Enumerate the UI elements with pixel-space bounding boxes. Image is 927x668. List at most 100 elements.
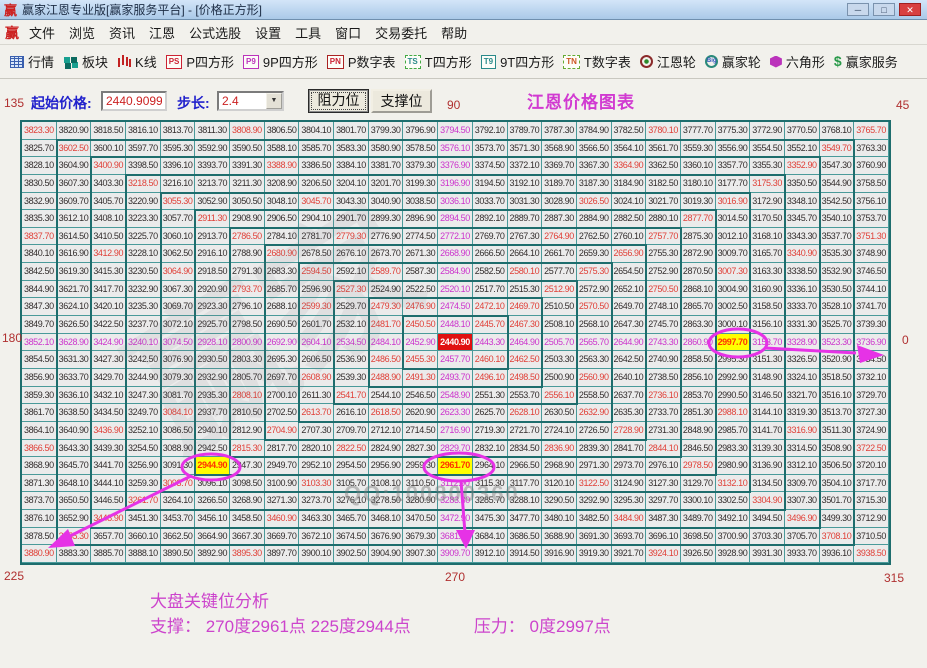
- price-cell: 3134.50: [750, 474, 785, 493]
- toolbar-item-p-square[interactable]: PS P四方形: [165, 52, 234, 71]
- p-square-icon: PS: [165, 54, 183, 69]
- resistance-button[interactable]: 阻力位: [308, 89, 369, 113]
- price-cell: 2649.70: [611, 298, 647, 317]
- toolbar-item-9t-square[interactable]: T9 9T四方形: [480, 52, 554, 71]
- price-cell: 3619.30: [56, 263, 92, 281]
- menu-item-trading[interactable]: 交易委托: [375, 25, 428, 41]
- price-cell: 3004.90: [715, 280, 751, 299]
- price-cell: 2786.50: [230, 227, 265, 246]
- start-price-input[interactable]: [101, 91, 167, 111]
- price-cell: 3307.30: [784, 492, 820, 511]
- price-cell: 2724.10: [542, 421, 577, 440]
- price-cell: 2628.10: [507, 404, 543, 422]
- price-cell: 3650.50: [56, 492, 92, 511]
- price-cell: 3660.10: [126, 527, 161, 546]
- price-cell: 3393.70: [195, 157, 231, 175]
- price-cell: 3316.90: [784, 421, 820, 440]
- price-cell: 3028.90: [542, 192, 577, 211]
- price-cell: 2860.90: [680, 333, 716, 352]
- close-button[interactable]: ✕: [899, 3, 921, 16]
- price-cell: 3276.10: [334, 492, 369, 511]
- toolbar-item-t-number-table[interactable]: TN T数字表: [563, 52, 631, 71]
- price-cell: 3434.50: [91, 404, 127, 422]
- minimize-button[interactable]: ─: [847, 3, 869, 16]
- menu-items: 文件 浏览 资讯 江恩 公式选股 设置 工具 窗口 交易委托 帮助: [27, 23, 479, 43]
- price-cell: 3511.30: [819, 421, 855, 440]
- price-cell: 3902.50: [334, 545, 369, 563]
- highlighted-price-cell: 2961.70: [438, 457, 473, 475]
- price-cell: 2755.30: [646, 245, 681, 264]
- price-cell: 3261.70: [126, 492, 161, 511]
- step-combobox[interactable]: 2.4 ▼: [217, 91, 284, 111]
- price-cell: 3184.90: [611, 174, 647, 193]
- toolbar-item-p-number-table[interactable]: PN P数字表: [326, 52, 396, 71]
- menu-item-file[interactable]: 文件: [29, 25, 56, 41]
- price-cell: 3055.30: [160, 192, 196, 211]
- price-cell: 3177.70: [715, 174, 751, 193]
- price-cell: 3571.30: [507, 139, 543, 158]
- price-cell: 3408.10: [91, 210, 127, 228]
- price-cell: 3616.90: [56, 245, 92, 264]
- toolbar-item-quotes[interactable]: 行情: [10, 52, 54, 71]
- price-cell: 2659.30: [576, 245, 612, 264]
- price-cell: 3124.90: [611, 474, 647, 493]
- menu-item-tools[interactable]: 工具: [295, 25, 322, 41]
- toolbar-item-t-square[interactable]: TS T四方形: [404, 52, 472, 71]
- price-cell: 2925.70: [195, 316, 231, 334]
- toolbar-item-sectors[interactable]: 板块: [63, 52, 108, 71]
- toolbar-item-winner-wheel[interactable]: Big 赢家轮: [704, 52, 761, 71]
- chevron-down-icon[interactable]: ▼: [266, 93, 282, 109]
- menu-item-settings[interactable]: 设置: [255, 25, 282, 41]
- price-cell: 3201.70: [368, 174, 404, 193]
- menu-item-news[interactable]: 资讯: [109, 25, 136, 41]
- price-cell: 3777.70: [680, 122, 716, 140]
- price-cell: 2616.10: [334, 404, 369, 422]
- price-cell: 2673.70: [368, 245, 404, 264]
- price-cell: 3465.70: [334, 510, 369, 528]
- price-cell: 3746.50: [854, 263, 889, 281]
- support-button[interactable]: 支撑位: [371, 89, 432, 113]
- price-cell: 2445.70: [472, 316, 508, 334]
- price-cell: 2750.50: [646, 280, 681, 299]
- toolbar-item-winner-service[interactable]: $ 赢家服务: [834, 52, 898, 71]
- menu-item-browse[interactable]: 浏览: [69, 25, 96, 41]
- winner-wheel-icon: Big: [704, 55, 718, 68]
- price-cell: 2551.30: [472, 386, 508, 405]
- menu-item-help[interactable]: 帮助: [441, 25, 468, 41]
- toolbar-item-label: 江恩轮: [656, 55, 696, 70]
- price-cell: 3127.30: [646, 474, 681, 493]
- price-cell: 3938.50: [854, 545, 889, 563]
- maximize-button[interactable]: □: [873, 3, 895, 16]
- price-cell: 3520.90: [819, 351, 855, 369]
- price-cell: 3532.90: [819, 263, 855, 281]
- price-cell: 3775.30: [715, 122, 751, 140]
- menu-item-formula[interactable]: 公式选股: [189, 25, 242, 41]
- price-cell: 2851.30: [680, 404, 716, 422]
- toolbar-item-9p-square[interactable]: P9 9P四方形: [243, 52, 318, 71]
- price-cell: 3684.10: [472, 527, 508, 546]
- price-cell: 2709.70: [334, 421, 369, 440]
- price-cell: 3216.10: [160, 174, 196, 193]
- price-cell: 2880.10: [646, 210, 681, 228]
- price-cell: 3388.90: [264, 157, 300, 175]
- price-cell: 3705.70: [784, 527, 820, 546]
- price-cell: 2500.90: [542, 368, 577, 387]
- menu-item-gann[interactable]: 江恩: [149, 25, 176, 41]
- price-cell: 2498.50: [507, 368, 543, 387]
- price-cell: 2810.50: [230, 404, 265, 422]
- toolbar-item-gann-wheel[interactable]: 江恩轮: [639, 52, 696, 71]
- price-cell: 3724.90: [854, 421, 889, 440]
- toolbar-item-hexagon[interactable]: 六角形: [769, 52, 825, 71]
- analysis-title: 大盘关键位分析: [150, 592, 269, 611]
- toolbar-item-kline[interactable]: K线: [117, 52, 157, 71]
- price-cell: 3091.30: [160, 457, 196, 475]
- menu-item-window[interactable]: 窗口: [335, 25, 362, 41]
- price-cell: 3496.90: [784, 510, 820, 528]
- price-cell: 2697.70: [264, 368, 300, 387]
- price-cell: 3415.30: [91, 263, 127, 281]
- price-cell: 2882.50: [611, 210, 647, 228]
- price-cell: 3600.10: [91, 139, 127, 158]
- price-cell: 3578.50: [403, 139, 439, 158]
- price-cell: 3626.50: [56, 316, 92, 334]
- price-cell: 3012.10: [715, 227, 751, 246]
